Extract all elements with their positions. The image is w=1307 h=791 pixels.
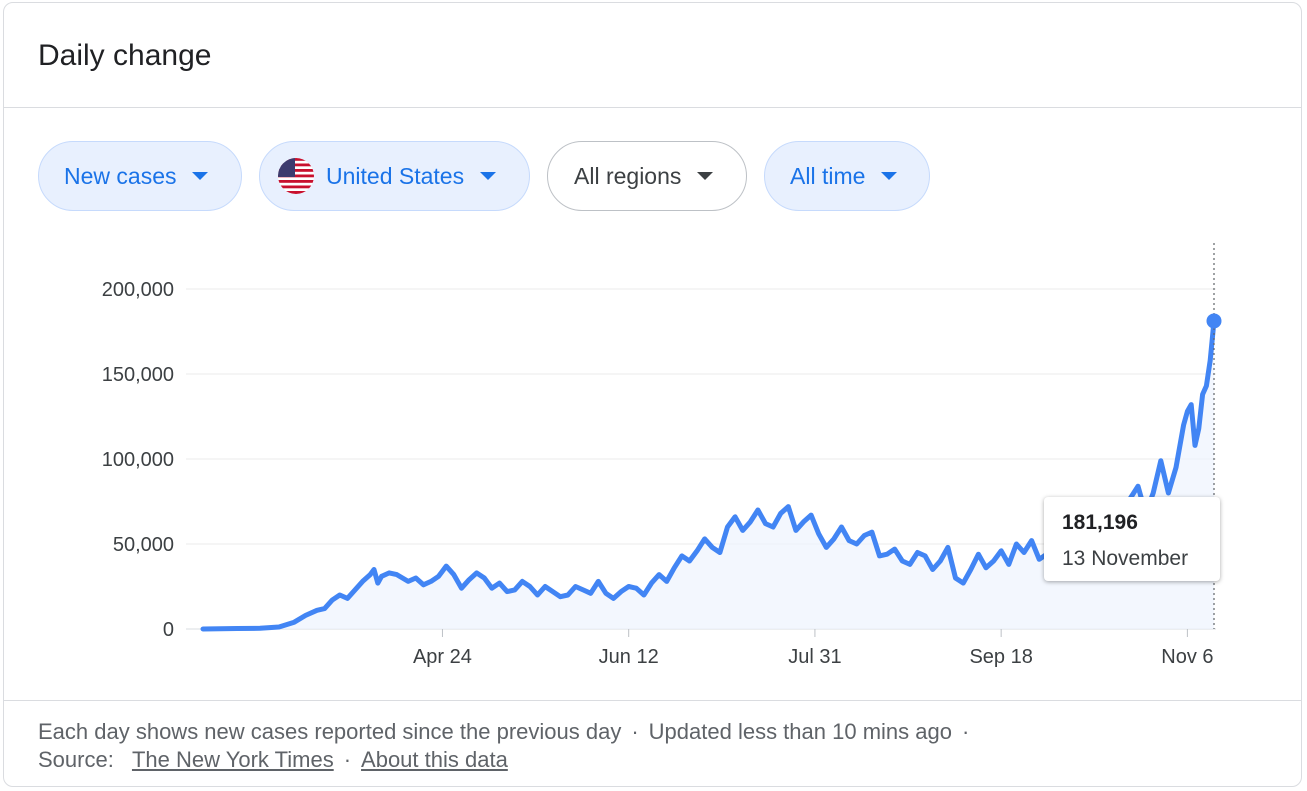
about-data-link[interactable]: About this data — [361, 747, 508, 772]
card-header: Daily change — [4, 3, 1301, 108]
footer-source-line: Source: The New York Times · About this da… — [38, 747, 508, 773]
hover-point — [1206, 313, 1222, 329]
daily-change-card: Daily change New cases Unite — [3, 2, 1302, 787]
cases-line-chart[interactable]: 0 50,000 100,000 150,000 200,000 Apr 24 Jun 1… — [4, 233, 1303, 693]
separator-dot: · — [961, 719, 970, 744]
separator-dot: · — [631, 719, 639, 744]
separator-dot: · — [343, 747, 352, 772]
footer-description: Each day shows new cases reported since … — [38, 719, 622, 744]
y-tick-label: 200,000 — [102, 279, 174, 301]
chart-tooltip: 181,196 13 November — [1044, 497, 1220, 581]
x-tick-label: Jul 31 — [788, 646, 841, 668]
country-dropdown[interactable]: United States — [259, 141, 530, 211]
x-tick-label: Apr 24 — [413, 646, 472, 668]
x-tick-label: Nov 6 — [1161, 646, 1213, 668]
y-tick-label: 100,000 — [102, 449, 174, 471]
metric-dropdown[interactable]: New cases — [38, 141, 242, 211]
country-dropdown-label: United States — [326, 162, 465, 189]
chevron-down-icon — [697, 172, 714, 180]
card-footer: Each day shows new cases reported since … — [4, 700, 1301, 789]
tooltip-value: 181,196 — [1062, 511, 1138, 534]
y-tick-label: 50,000 — [113, 534, 174, 556]
tooltip-date: 13 November — [1062, 547, 1189, 570]
region-dropdown-label: All regions — [574, 162, 682, 189]
cases-area-fill — [203, 321, 1214, 629]
x-tick-label: Jun 12 — [599, 646, 659, 668]
x-tick-label: Sep 18 — [969, 646, 1032, 668]
y-tick-label: 0 — [163, 619, 174, 641]
us-flag-icon — [278, 158, 314, 194]
footer-description-line: Each day shows new cases reported since … — [38, 719, 979, 745]
card-title: Daily change — [38, 39, 212, 72]
source-link[interactable]: The New York Times — [131, 747, 334, 772]
metric-dropdown-label: New cases — [64, 162, 177, 189]
time-range-dropdown[interactable]: All time — [764, 141, 930, 211]
y-tick-label: 150,000 — [102, 364, 174, 386]
region-dropdown[interactable]: All regions — [547, 141, 747, 211]
chevron-down-icon — [480, 172, 497, 180]
footer-updated: Updated less than 10 mins ago — [648, 719, 952, 744]
time-range-dropdown-label: All time — [790, 162, 866, 189]
footer-source-label: Source: — [38, 747, 114, 772]
chevron-down-icon — [881, 172, 898, 180]
chevron-down-icon — [192, 172, 209, 180]
